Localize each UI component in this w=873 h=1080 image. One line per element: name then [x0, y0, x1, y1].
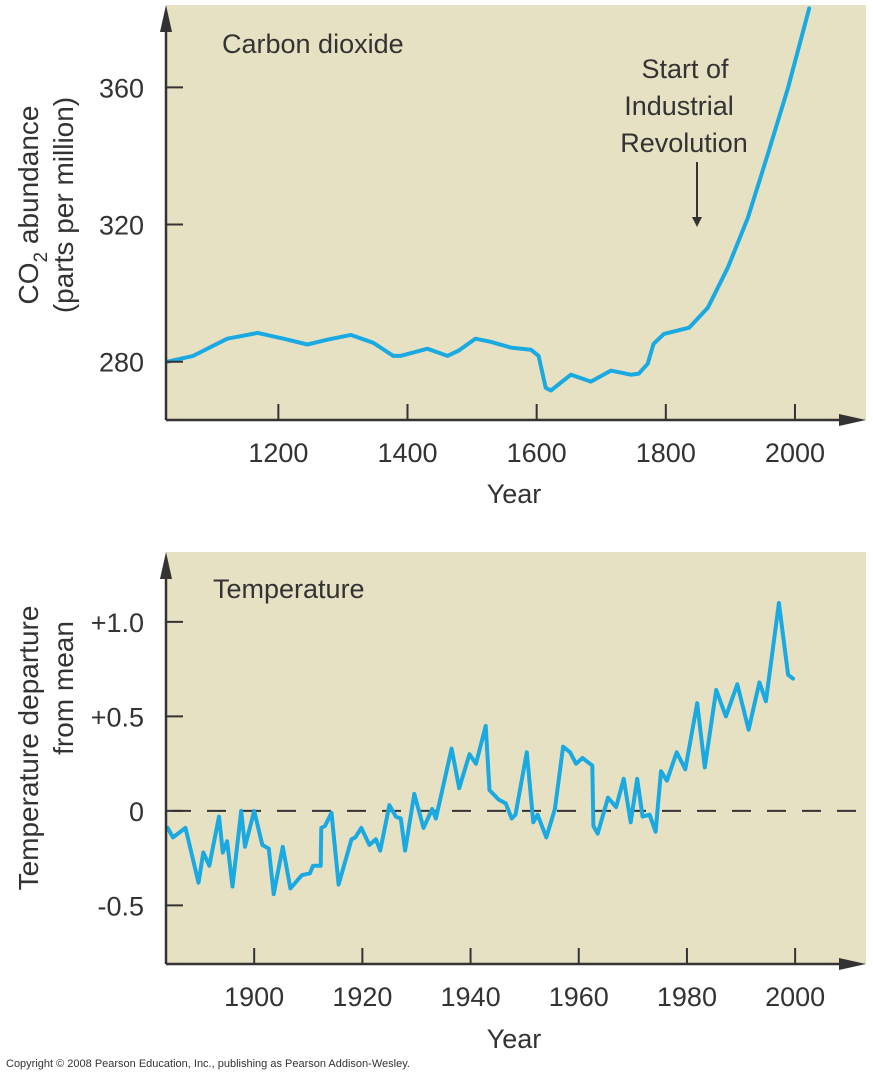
temp-x-axis-arrow-icon — [839, 958, 866, 970]
temperature-plot-background — [166, 552, 866, 964]
co2-series-line — [165, 6, 812, 393]
co2-y-ticks: 280 320 360 — [99, 73, 183, 378]
temp-x-tick-label: 1980 — [657, 982, 717, 1012]
temperature-x-ticks: 1900 1920 1940 1960 1980 2000 — [224, 948, 825, 1012]
annotation-line-2: Industrial — [624, 91, 734, 121]
temp-y-tick-label: -0.5 — [97, 891, 144, 921]
co2-y-tick-label: 320 — [99, 211, 144, 241]
annotation-line-3: Revolution — [620, 128, 748, 158]
co2-x-tick-label: 1200 — [248, 438, 308, 468]
co2-x-tick-label: 1400 — [377, 438, 437, 468]
co2-panel-title: Carbon dioxide — [222, 29, 404, 59]
temp-y-tick-label: +1.0 — [91, 608, 144, 638]
co2-x-axis-title: Year — [487, 479, 542, 509]
co2-plot-background — [166, 5, 866, 420]
temperature-chart: 1900 1920 1940 1960 1980 2000 -0.5 0 +0.5 +1.0 T… — [13, 552, 866, 1054]
temperature-y-axis-title-line-2: from mean — [48, 621, 79, 755]
temperature-axes — [160, 552, 866, 970]
temp-y-axis-arrow-icon — [160, 552, 172, 579]
temp-x-tick-label: 2000 — [765, 982, 825, 1012]
temp-x-tick-label: 1960 — [549, 982, 609, 1012]
temperature-y-ticks: -0.5 0 +0.5 +1.0 — [91, 608, 183, 921]
temperature-x-axis-title: Year — [487, 1024, 542, 1054]
temp-y-tick-label: +0.5 — [91, 702, 144, 732]
co2-line-group — [165, 6, 812, 393]
co2-x-ticks: 1200 1400 1600 1800 2000 — [248, 404, 825, 468]
temp-series-line — [165, 601, 795, 897]
temperature-y-axis-title-line-1: Temperature departure — [13, 606, 44, 891]
co2-chart: 1200 1400 1600 1800 2000 280 320 360 Carbon di… — [13, 5, 866, 509]
co2-y-axis-title-line-2: (parts per million) — [48, 97, 79, 313]
co2-y-axis-arrow-icon — [160, 5, 172, 32]
temp-x-tick-label: 1940 — [441, 982, 501, 1012]
co2-x-tick-label: 1600 — [507, 438, 567, 468]
annotation-line-1: Start of — [641, 54, 729, 84]
co2-y-label-co: CO — [13, 262, 44, 304]
co2-x-tick-label: 2000 — [765, 438, 825, 468]
co2-y-label-abundance: abundance — [13, 106, 44, 252]
co2-y-tick-label: 280 — [99, 348, 144, 378]
co2-y-tick-label: 360 — [99, 73, 144, 103]
temp-y-tick-label: 0 — [129, 797, 144, 827]
co2-x-axis-arrow-icon — [839, 414, 866, 426]
co2-axes — [160, 5, 866, 426]
industrial-revolution-annotation: Start of Industrial Revolution — [620, 54, 748, 227]
temperature-line-group — [165, 601, 795, 897]
temperature-panel-title: Temperature — [213, 574, 365, 604]
temp-x-tick-label: 1920 — [332, 982, 392, 1012]
co2-x-tick-label: 1800 — [636, 438, 696, 468]
temp-x-tick-label: 1900 — [224, 982, 284, 1012]
co2-y-label-subscript: 2 — [31, 252, 52, 263]
co2-y-axis-title-line-1: CO2 abundance — [13, 106, 52, 305]
copyright-notice: Copyright © 2008 Pearson Education, Inc.… — [6, 1058, 410, 1070]
